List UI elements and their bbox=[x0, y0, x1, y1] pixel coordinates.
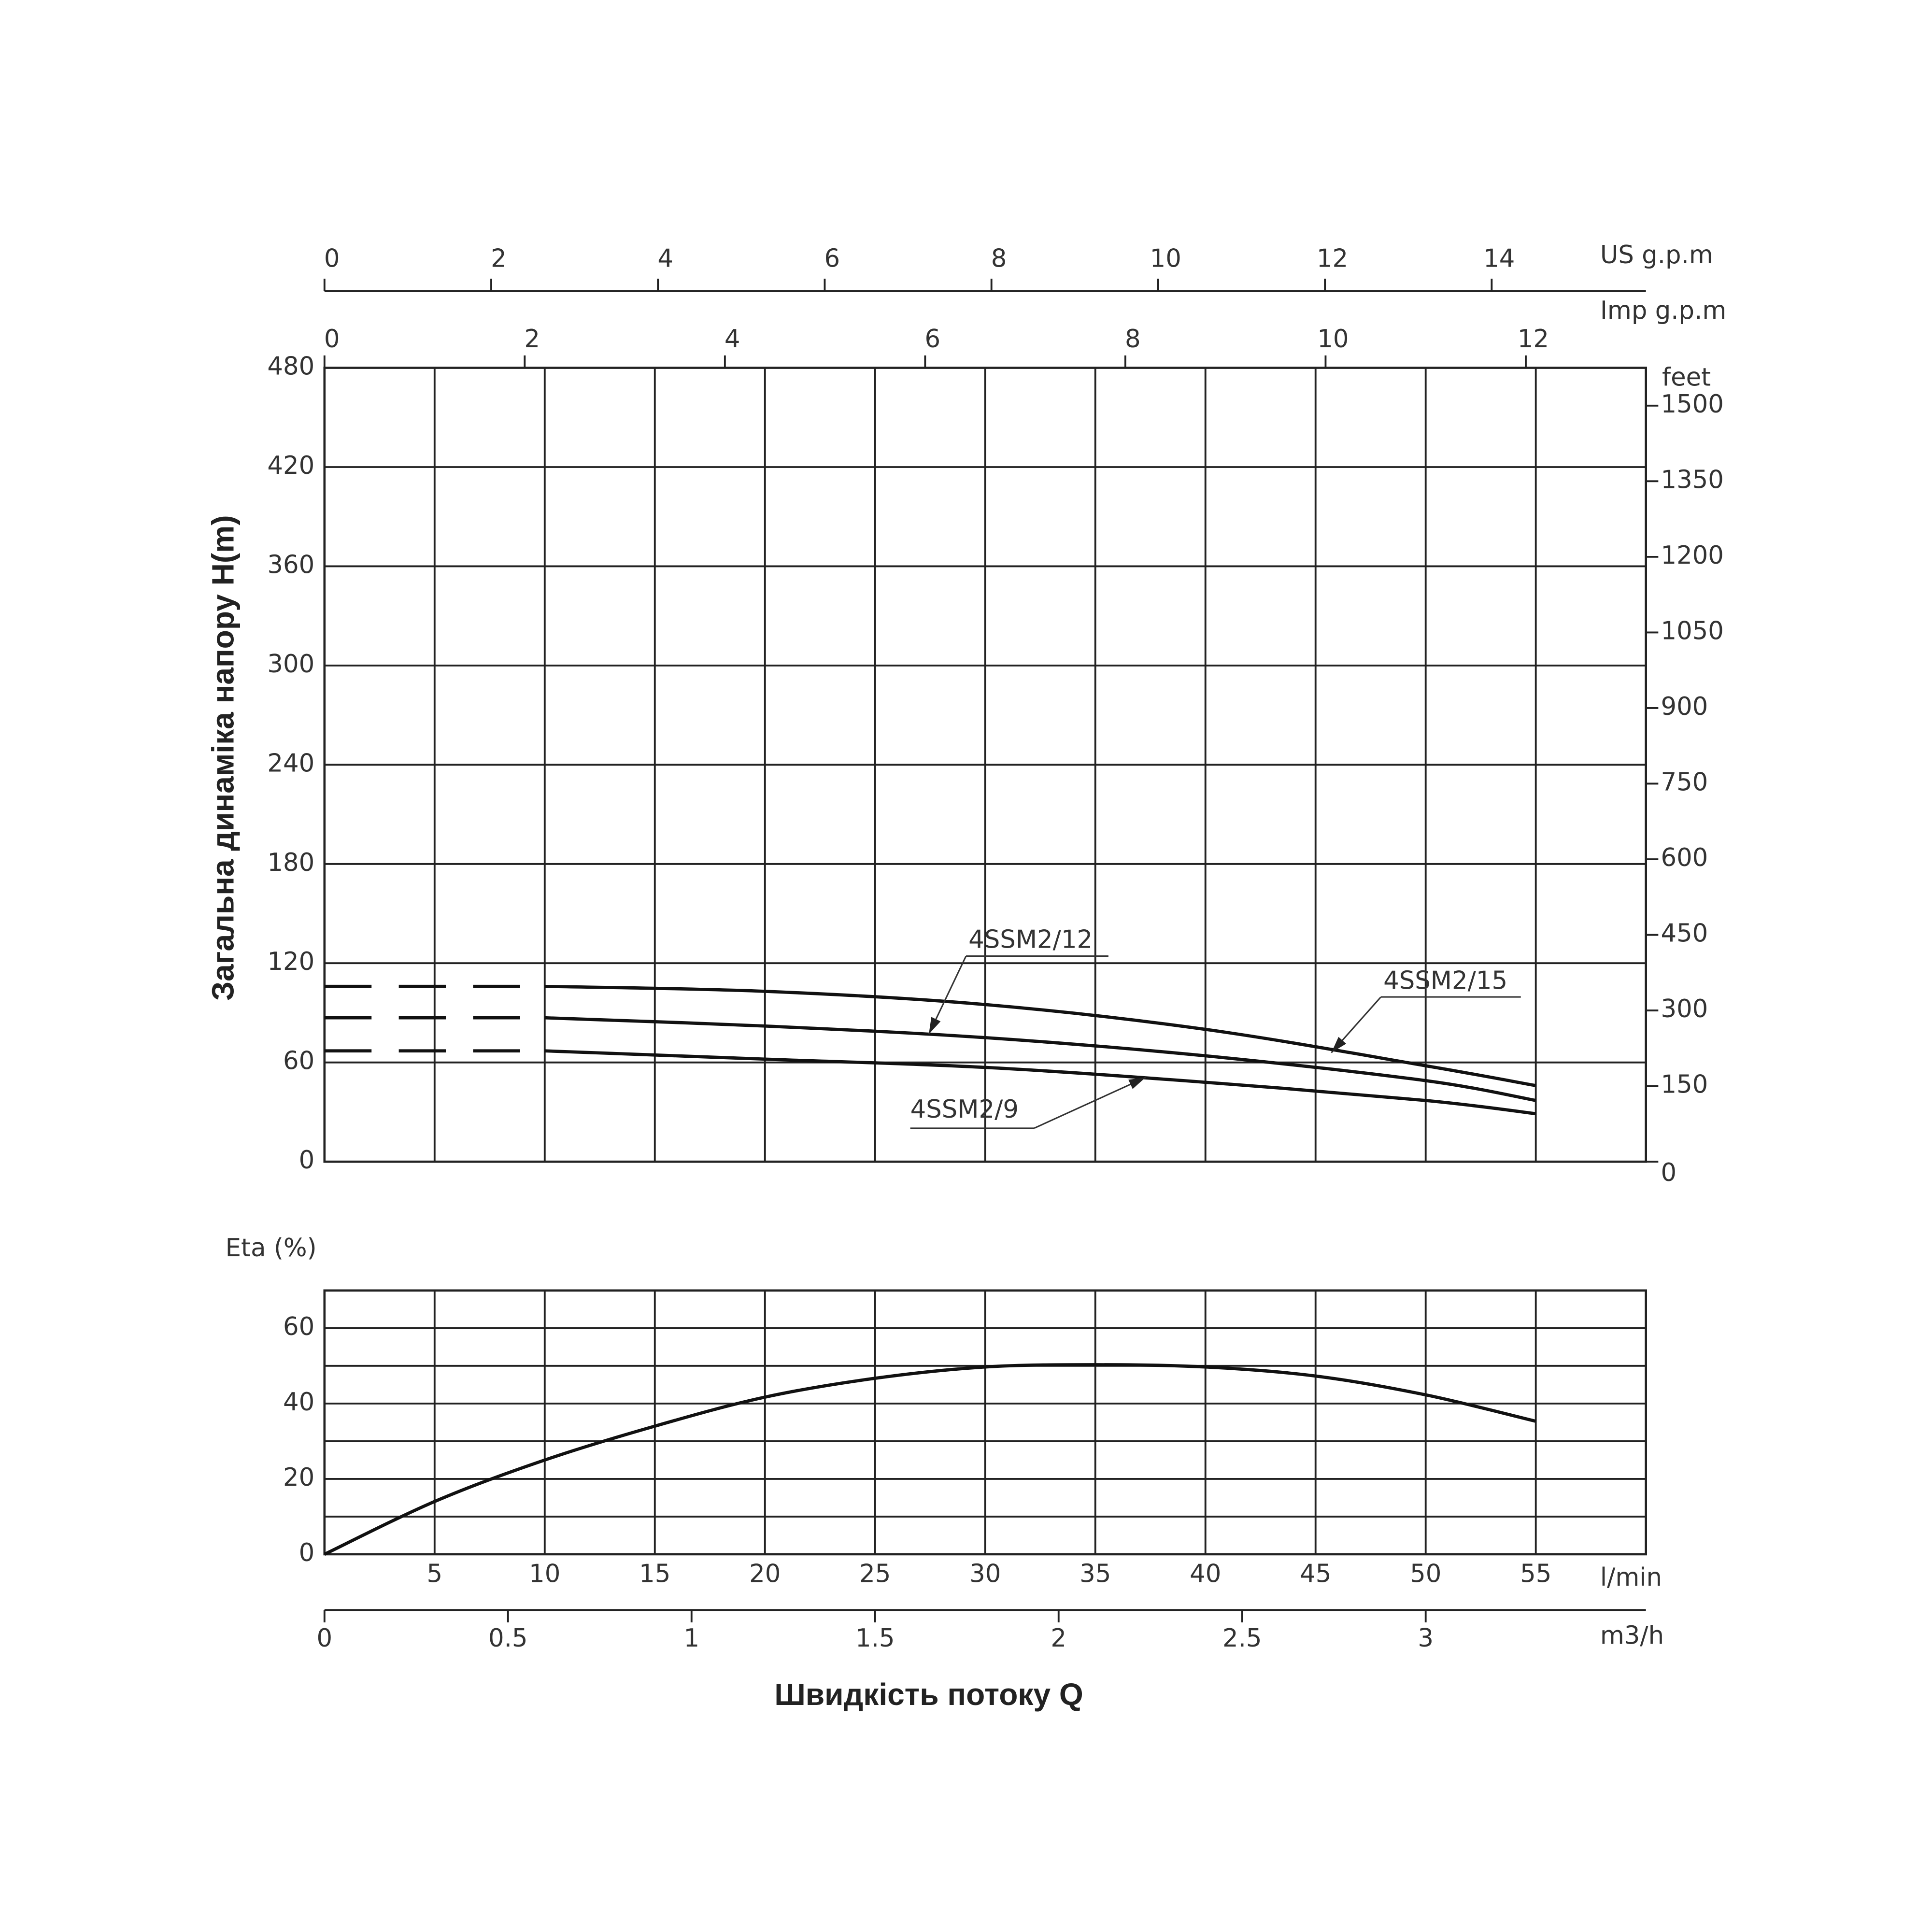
y-tick-label: 0 bbox=[299, 1146, 315, 1175]
x-tick-label: 50 bbox=[1410, 1560, 1441, 1589]
x-tick-label: 10 bbox=[529, 1560, 560, 1589]
y2-tick-label: 600 bbox=[1661, 843, 1708, 872]
series-label: 4SSM2/9 bbox=[910, 1095, 1019, 1124]
label-arrow bbox=[1331, 1037, 1347, 1053]
bottom-axis-tick-label: 3 bbox=[1418, 1624, 1434, 1653]
y-tick-label: 40 bbox=[283, 1388, 314, 1417]
y2-tick-label: 450 bbox=[1661, 919, 1708, 948]
series-label: 4SSM2/12 bbox=[968, 925, 1093, 954]
label-arrow bbox=[929, 1017, 941, 1035]
top-axis-tick-label: 6 bbox=[824, 244, 840, 273]
top-axis-tick-label: 2 bbox=[491, 244, 507, 273]
curve bbox=[544, 1049, 1536, 1116]
bottom-axis-tick-label: 2 bbox=[1051, 1624, 1066, 1653]
y-tick-label: 20 bbox=[283, 1463, 314, 1492]
x-tick-label: 35 bbox=[1080, 1560, 1111, 1589]
y2-tick-label: 1350 bbox=[1661, 465, 1723, 494]
bottom-axis-tick-label: 1 bbox=[683, 1624, 699, 1653]
curve bbox=[544, 984, 1536, 1087]
x-tick-label: 55 bbox=[1520, 1560, 1551, 1589]
top-axis-tick-label: 4 bbox=[657, 244, 673, 273]
y-tick-label: 0 bbox=[299, 1538, 315, 1567]
y-tick-label: 360 bbox=[267, 550, 314, 579]
y-tick-label: 240 bbox=[267, 749, 314, 778]
x-tick-label: 5 bbox=[426, 1560, 442, 1589]
x-unit: l/min bbox=[1600, 1563, 1662, 1592]
x-tick-label: 40 bbox=[1190, 1560, 1221, 1589]
plot-frame bbox=[323, 367, 1647, 1163]
top-axis-tick-label: 10 bbox=[1317, 325, 1349, 354]
y2-tick-label: 1050 bbox=[1661, 616, 1723, 645]
top-axis-title: US g.p.m bbox=[1600, 241, 1713, 270]
y2-tick-label: 1500 bbox=[1661, 390, 1723, 419]
top-axis-tick-label: 12 bbox=[1317, 244, 1348, 273]
y2-tick-label: 0 bbox=[1661, 1158, 1676, 1187]
top-axis-tick-label: 4 bbox=[724, 325, 740, 354]
label-leader bbox=[1034, 1077, 1146, 1129]
plot-frame bbox=[323, 1289, 1647, 1556]
top-axis-tick-label: 0 bbox=[324, 244, 340, 273]
y2-tick-label: 300 bbox=[1661, 994, 1708, 1023]
x-tick-label: 20 bbox=[749, 1560, 781, 1589]
bottom-axis-tick-label: 1.5 bbox=[855, 1624, 895, 1653]
y-tick-label: 300 bbox=[267, 650, 314, 679]
bottom-axis-tick-label: 2.5 bbox=[1222, 1624, 1262, 1653]
bottom-axis-title: m3/h bbox=[1600, 1621, 1664, 1650]
x-tick-label: 45 bbox=[1300, 1560, 1331, 1589]
label-arrow bbox=[1128, 1077, 1146, 1089]
bottom-axis-tick-label: 0 bbox=[316, 1624, 332, 1653]
y-tick-label: 420 bbox=[267, 451, 314, 480]
top-axis-tick-label: 8 bbox=[991, 244, 1007, 273]
x-tick-label: 30 bbox=[969, 1560, 1001, 1589]
top-axis-tick-label: 8 bbox=[1125, 325, 1141, 354]
series-label: 4SSM2/15 bbox=[1383, 966, 1507, 995]
curve bbox=[544, 1016, 1536, 1102]
eta-axis-title: Eta (%) bbox=[226, 1234, 317, 1263]
curve bbox=[324, 1363, 1536, 1556]
y2-axis-title: feet bbox=[1662, 363, 1711, 392]
y2-tick-label: 750 bbox=[1661, 767, 1708, 796]
top-axis-tick-label: 0 bbox=[324, 325, 340, 354]
top-axis-tick-label: 14 bbox=[1483, 244, 1515, 273]
y2-tick-label: 900 bbox=[1661, 692, 1708, 721]
top-axis-tick-label: 2 bbox=[524, 325, 540, 354]
y-tick-label: 480 bbox=[267, 352, 314, 381]
x-tick-label: 25 bbox=[859, 1560, 891, 1589]
x-tick-label: 15 bbox=[639, 1560, 670, 1589]
y-tick-label: 60 bbox=[283, 1312, 314, 1341]
x-axis-title: Швидкість потоку Q bbox=[774, 1677, 1083, 1712]
top-axis-tick-label: 10 bbox=[1150, 244, 1181, 273]
y-tick-label: 60 bbox=[283, 1047, 314, 1076]
y-axis-title: Загальна динаміка напору H(m) bbox=[206, 515, 241, 1001]
top-axis-title: Imp g.p.m bbox=[1600, 296, 1727, 325]
y-tick-label: 180 bbox=[267, 848, 314, 877]
top-axis-tick-label: 6 bbox=[924, 325, 940, 354]
y2-tick-label: 1200 bbox=[1661, 541, 1723, 570]
bottom-axis-tick-label: 0.5 bbox=[488, 1624, 528, 1653]
top-axis-tick-label: 12 bbox=[1518, 325, 1549, 354]
y-tick-label: 120 bbox=[267, 947, 314, 976]
y2-tick-label: 150 bbox=[1661, 1070, 1708, 1099]
